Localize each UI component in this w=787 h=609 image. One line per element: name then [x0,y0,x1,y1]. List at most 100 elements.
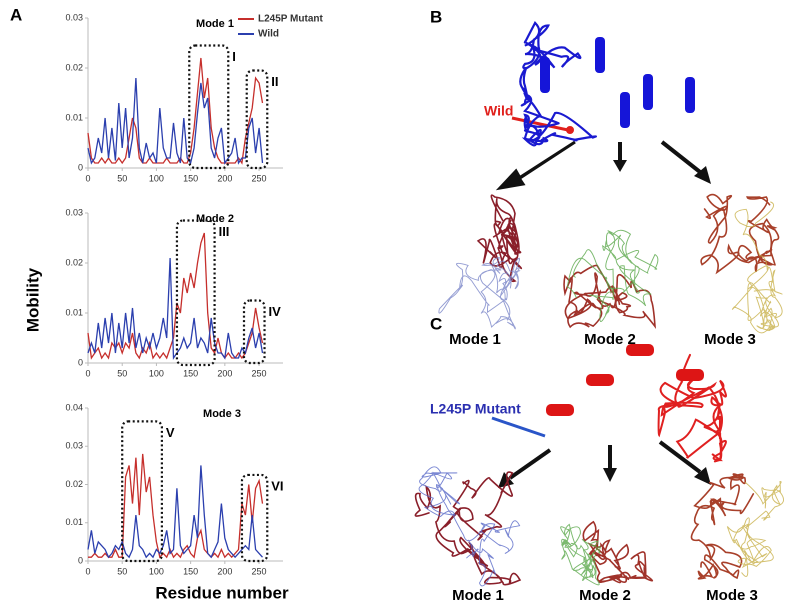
x-tick-label: 100 [149,173,164,183]
protein-structure [690,473,785,580]
protein-structure [700,193,783,334]
protein-structure [560,520,654,586]
mode-label: Mode 3 [706,587,758,604]
series-line [88,453,264,559]
y-tick-label: 0 [78,162,83,172]
wild-label: Wild [484,103,513,119]
series-line [87,465,263,559]
ribbon [726,481,785,577]
mode-label: Mode 1 [449,331,501,348]
x-tick-label: 0 [85,566,90,576]
mode-label: Mode 1 [452,587,504,604]
x-tick-label: 200 [217,173,232,183]
helix [595,37,605,73]
x-tick-label: 50 [117,368,127,378]
annotation-label: VI [271,478,283,493]
chart-title: Mode 3 [203,408,241,420]
x-tick-label: 0 [85,173,90,183]
x-tick-label: 200 [217,566,232,576]
ribbon [560,523,601,586]
ribbon [657,353,727,463]
x-tick-label: 50 [117,566,127,576]
ribbon [438,256,521,330]
y-tick-label: 0.02 [65,479,83,489]
legend-label: L245P Mutant [258,14,323,25]
highlight-box [240,473,269,563]
series-line [87,232,264,360]
y-tick-label: 0.04 [65,402,83,412]
ribbon [690,473,755,580]
x-tick-label: 250 [252,566,267,576]
mode-label: Mode 3 [704,331,756,348]
helix [676,369,704,381]
legend-label: Wild [258,29,279,40]
x-tick-label: 50 [117,173,127,183]
chart-title: Mode 2 [196,213,234,225]
ribbon [519,21,597,147]
highlight-box [121,420,163,563]
helix [620,92,630,128]
ribbon [731,201,783,334]
y-tick-label: 0.01 [65,307,83,317]
annotation-label: II [271,74,278,89]
x-tick-label: 250 [252,173,267,183]
chart-title: Mode 1 [196,18,234,30]
ribbon [563,264,656,330]
x-axis-label: Residue number [155,583,289,602]
y-tick-label: 0.03 [65,441,83,451]
ribbon [700,193,780,275]
x-tick-label: 200 [217,368,232,378]
mode-label: Mode 2 [579,587,631,604]
protein-structure [438,194,523,330]
series-line [87,77,264,165]
y-tick-label: 0.03 [65,12,83,22]
protein-structure [519,21,597,147]
series-line [87,257,264,361]
highlight-box [175,219,216,367]
y-tick-label: 0.02 [65,62,83,72]
y-tick-label: 0.02 [65,257,83,267]
highlight-box [188,44,230,170]
x-tick-label: 0 [85,368,90,378]
ribbon [582,520,654,584]
arrows [495,140,711,488]
highlight-box [245,69,269,170]
annotation-label: V [166,425,175,440]
y-tick-label: 0 [78,555,83,565]
panel-label: C [430,314,442,333]
ribbon [418,466,521,587]
mutant-label: L245P Mutant [430,401,521,417]
ribbon [476,194,523,283]
y-tick-label: 0 [78,357,83,367]
mode-label: Mode 2 [584,331,636,348]
x-tick-label: 100 [149,368,164,378]
series-line [87,57,264,165]
pointer-arrow [491,416,546,438]
helix [685,77,695,113]
protein-structure [414,466,522,587]
y-axis-label: Mobility [23,267,42,332]
panel-label: B [430,7,442,26]
panel-label: A [10,5,22,24]
y-tick-label: 0.01 [65,517,83,527]
ribbon [414,471,522,586]
annotation-label: III [219,224,230,239]
x-tick-label: 150 [183,566,198,576]
helix [546,404,574,416]
protein-structure [657,353,727,463]
helix [643,74,653,110]
pointer-arrow [511,116,569,132]
helix [626,344,654,356]
pointer-dot [566,126,574,134]
highlight-box [242,299,266,365]
y-tick-label: 0.01 [65,112,83,122]
helix [586,374,614,386]
protein-structure [563,229,659,330]
x-tick-label: 100 [149,566,164,576]
y-tick-label: 0.03 [65,207,83,217]
helix [540,57,550,93]
ribbon [566,229,659,322]
